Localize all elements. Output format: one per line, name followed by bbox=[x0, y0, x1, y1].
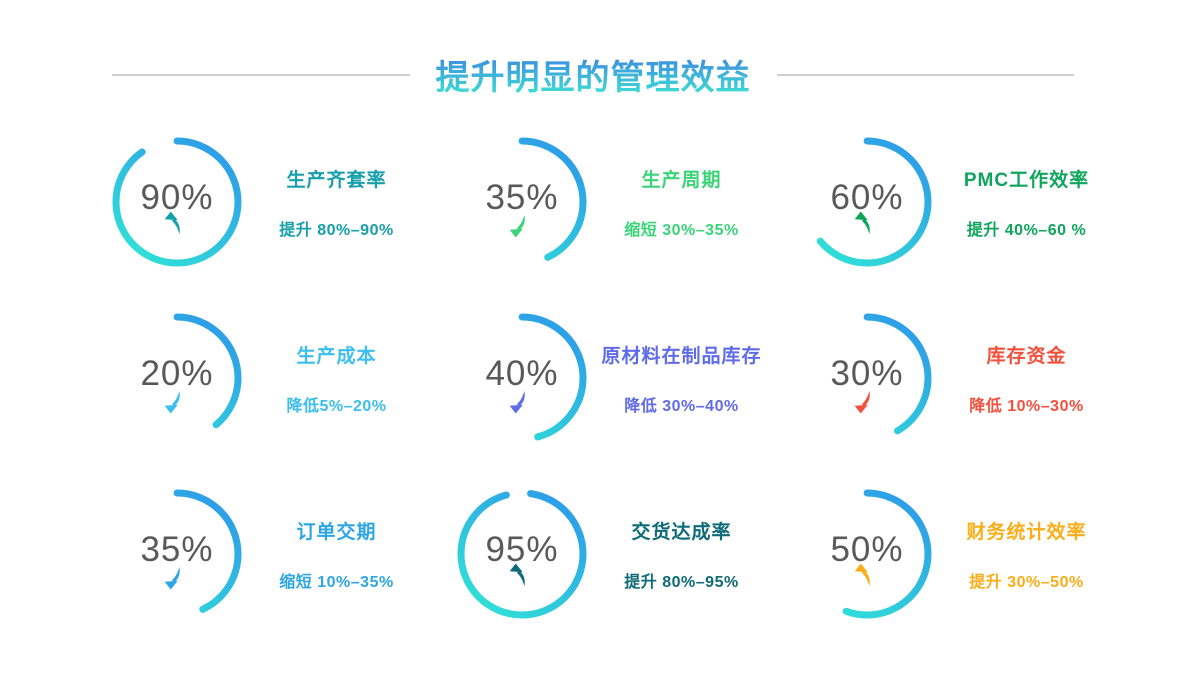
progress-ring: 35% bbox=[454, 134, 590, 270]
metric-labels: 生产齐套率 提升 80%–90% bbox=[245, 165, 454, 240]
metric-labels: PMC工作效率 提升 40%–60 % bbox=[935, 165, 1144, 240]
metric-change: 降低 10%–30% bbox=[969, 397, 1084, 415]
metric-card: 40% 原材料在制品库存 降低 30%–40% bbox=[454, 290, 799, 466]
metric-value: 95% bbox=[485, 530, 559, 569]
header-rule-left bbox=[112, 73, 410, 76]
metric-value: 50% bbox=[830, 530, 904, 569]
metric-value: 30% bbox=[830, 354, 904, 393]
metric-labels: 交货达成率 提升 80%–95% bbox=[590, 517, 799, 592]
metric-card: 20% 生产成本 降低5%–20% bbox=[109, 290, 454, 466]
metric-labels: 生产周期 缩短 30%–35% bbox=[590, 165, 799, 240]
progress-arc bbox=[112, 489, 242, 619]
metric-value: 20% bbox=[140, 354, 214, 393]
metric-labels: 财务统计效率 提升 30%–50% bbox=[935, 517, 1144, 592]
metric-card: 35% 生产周期 缩短 30%–35% bbox=[454, 114, 799, 290]
progress-ring: 20% bbox=[109, 310, 245, 446]
progress-ring: 95% bbox=[454, 486, 590, 622]
metric-title: PMC工作效率 bbox=[963, 169, 1090, 191]
progress-ring: 40% bbox=[454, 310, 590, 446]
header-rule-right bbox=[776, 73, 1074, 76]
metric-title: 生产齐套率 bbox=[286, 169, 387, 191]
metric-title: 生产成本 bbox=[296, 345, 377, 367]
trend-down-icon bbox=[164, 563, 191, 590]
metric-card: 30% 库存资金 降低 10%–30% bbox=[799, 290, 1144, 466]
metric-labels: 生产成本 降低5%–20% bbox=[245, 341, 454, 416]
metric-labels: 库存资金 降低 10%–30% bbox=[935, 341, 1144, 416]
progress-ring: 60% bbox=[799, 134, 935, 270]
trend-up-icon bbox=[164, 211, 191, 238]
progress-arc bbox=[802, 137, 932, 267]
metric-change: 降低 30%–40% bbox=[624, 397, 739, 415]
metric-value: 35% bbox=[485, 178, 559, 217]
metric-card: 60% PMC工作效率 提升 40%–60 % bbox=[799, 114, 1144, 290]
metric-title: 库存资金 bbox=[986, 345, 1067, 367]
progress-ring: 90% bbox=[109, 134, 245, 270]
page-title: 提升明显的管理效益 bbox=[436, 50, 751, 99]
metric-card: 90% 生产齐套率 提升 80%–90% bbox=[109, 114, 454, 290]
trend-down-icon bbox=[164, 387, 191, 414]
progress-arc bbox=[112, 137, 242, 267]
metric-value: 90% bbox=[140, 178, 214, 217]
trend-down-icon bbox=[509, 387, 536, 414]
progress-arc bbox=[802, 313, 932, 443]
metric-card: 35% 订单交期 缩短 10%–35% bbox=[109, 466, 454, 642]
metric-value: 60% bbox=[830, 178, 904, 217]
progress-arc bbox=[112, 313, 242, 443]
trend-down-icon bbox=[509, 211, 536, 238]
progress-arc bbox=[457, 137, 587, 267]
progress-arc bbox=[457, 313, 587, 443]
metric-value: 40% bbox=[485, 354, 559, 393]
trend-up-icon bbox=[509, 563, 536, 590]
metric-labels: 订单交期 缩短 10%–35% bbox=[245, 517, 454, 592]
trend-up-icon bbox=[854, 211, 881, 238]
metric-title: 订单交期 bbox=[296, 521, 377, 543]
progress-ring: 35% bbox=[109, 486, 245, 622]
metric-value: 35% bbox=[140, 530, 214, 569]
progress-ring: 50% bbox=[799, 486, 935, 622]
metric-change: 缩短 10%–35% bbox=[279, 573, 394, 591]
metric-change: 提升 80%–90% bbox=[279, 221, 394, 239]
metrics-grid: 90% 生产齐套率 提升 80%–90% 35% bbox=[109, 114, 1144, 642]
metric-title: 生产周期 bbox=[641, 169, 722, 191]
metric-change: 提升 30%–50% bbox=[969, 573, 1084, 591]
page-header: 提升明显的管理效益 bbox=[112, 50, 1074, 99]
metric-labels: 原材料在制品库存 降低 30%–40% bbox=[590, 341, 799, 416]
metric-change: 缩短 30%–35% bbox=[624, 221, 739, 239]
metric-title: 财务统计效率 bbox=[966, 521, 1087, 543]
metric-title: 原材料在制品库存 bbox=[601, 345, 762, 367]
trend-down-icon bbox=[854, 387, 881, 414]
progress-arc bbox=[802, 489, 932, 619]
metric-card: 95% 交货达成率 提升 80%–95% bbox=[454, 466, 799, 642]
metric-change: 提升 80%–95% bbox=[624, 573, 739, 591]
metric-title: 交货达成率 bbox=[631, 521, 732, 543]
metric-change: 降低5%–20% bbox=[286, 397, 387, 415]
progress-ring: 30% bbox=[799, 310, 935, 446]
trend-up-icon bbox=[854, 563, 881, 590]
progress-arc bbox=[457, 489, 587, 619]
metric-change: 提升 40%–60 % bbox=[966, 221, 1087, 239]
metric-card: 50% 财务统计效率 提升 30%–50% bbox=[799, 466, 1144, 642]
